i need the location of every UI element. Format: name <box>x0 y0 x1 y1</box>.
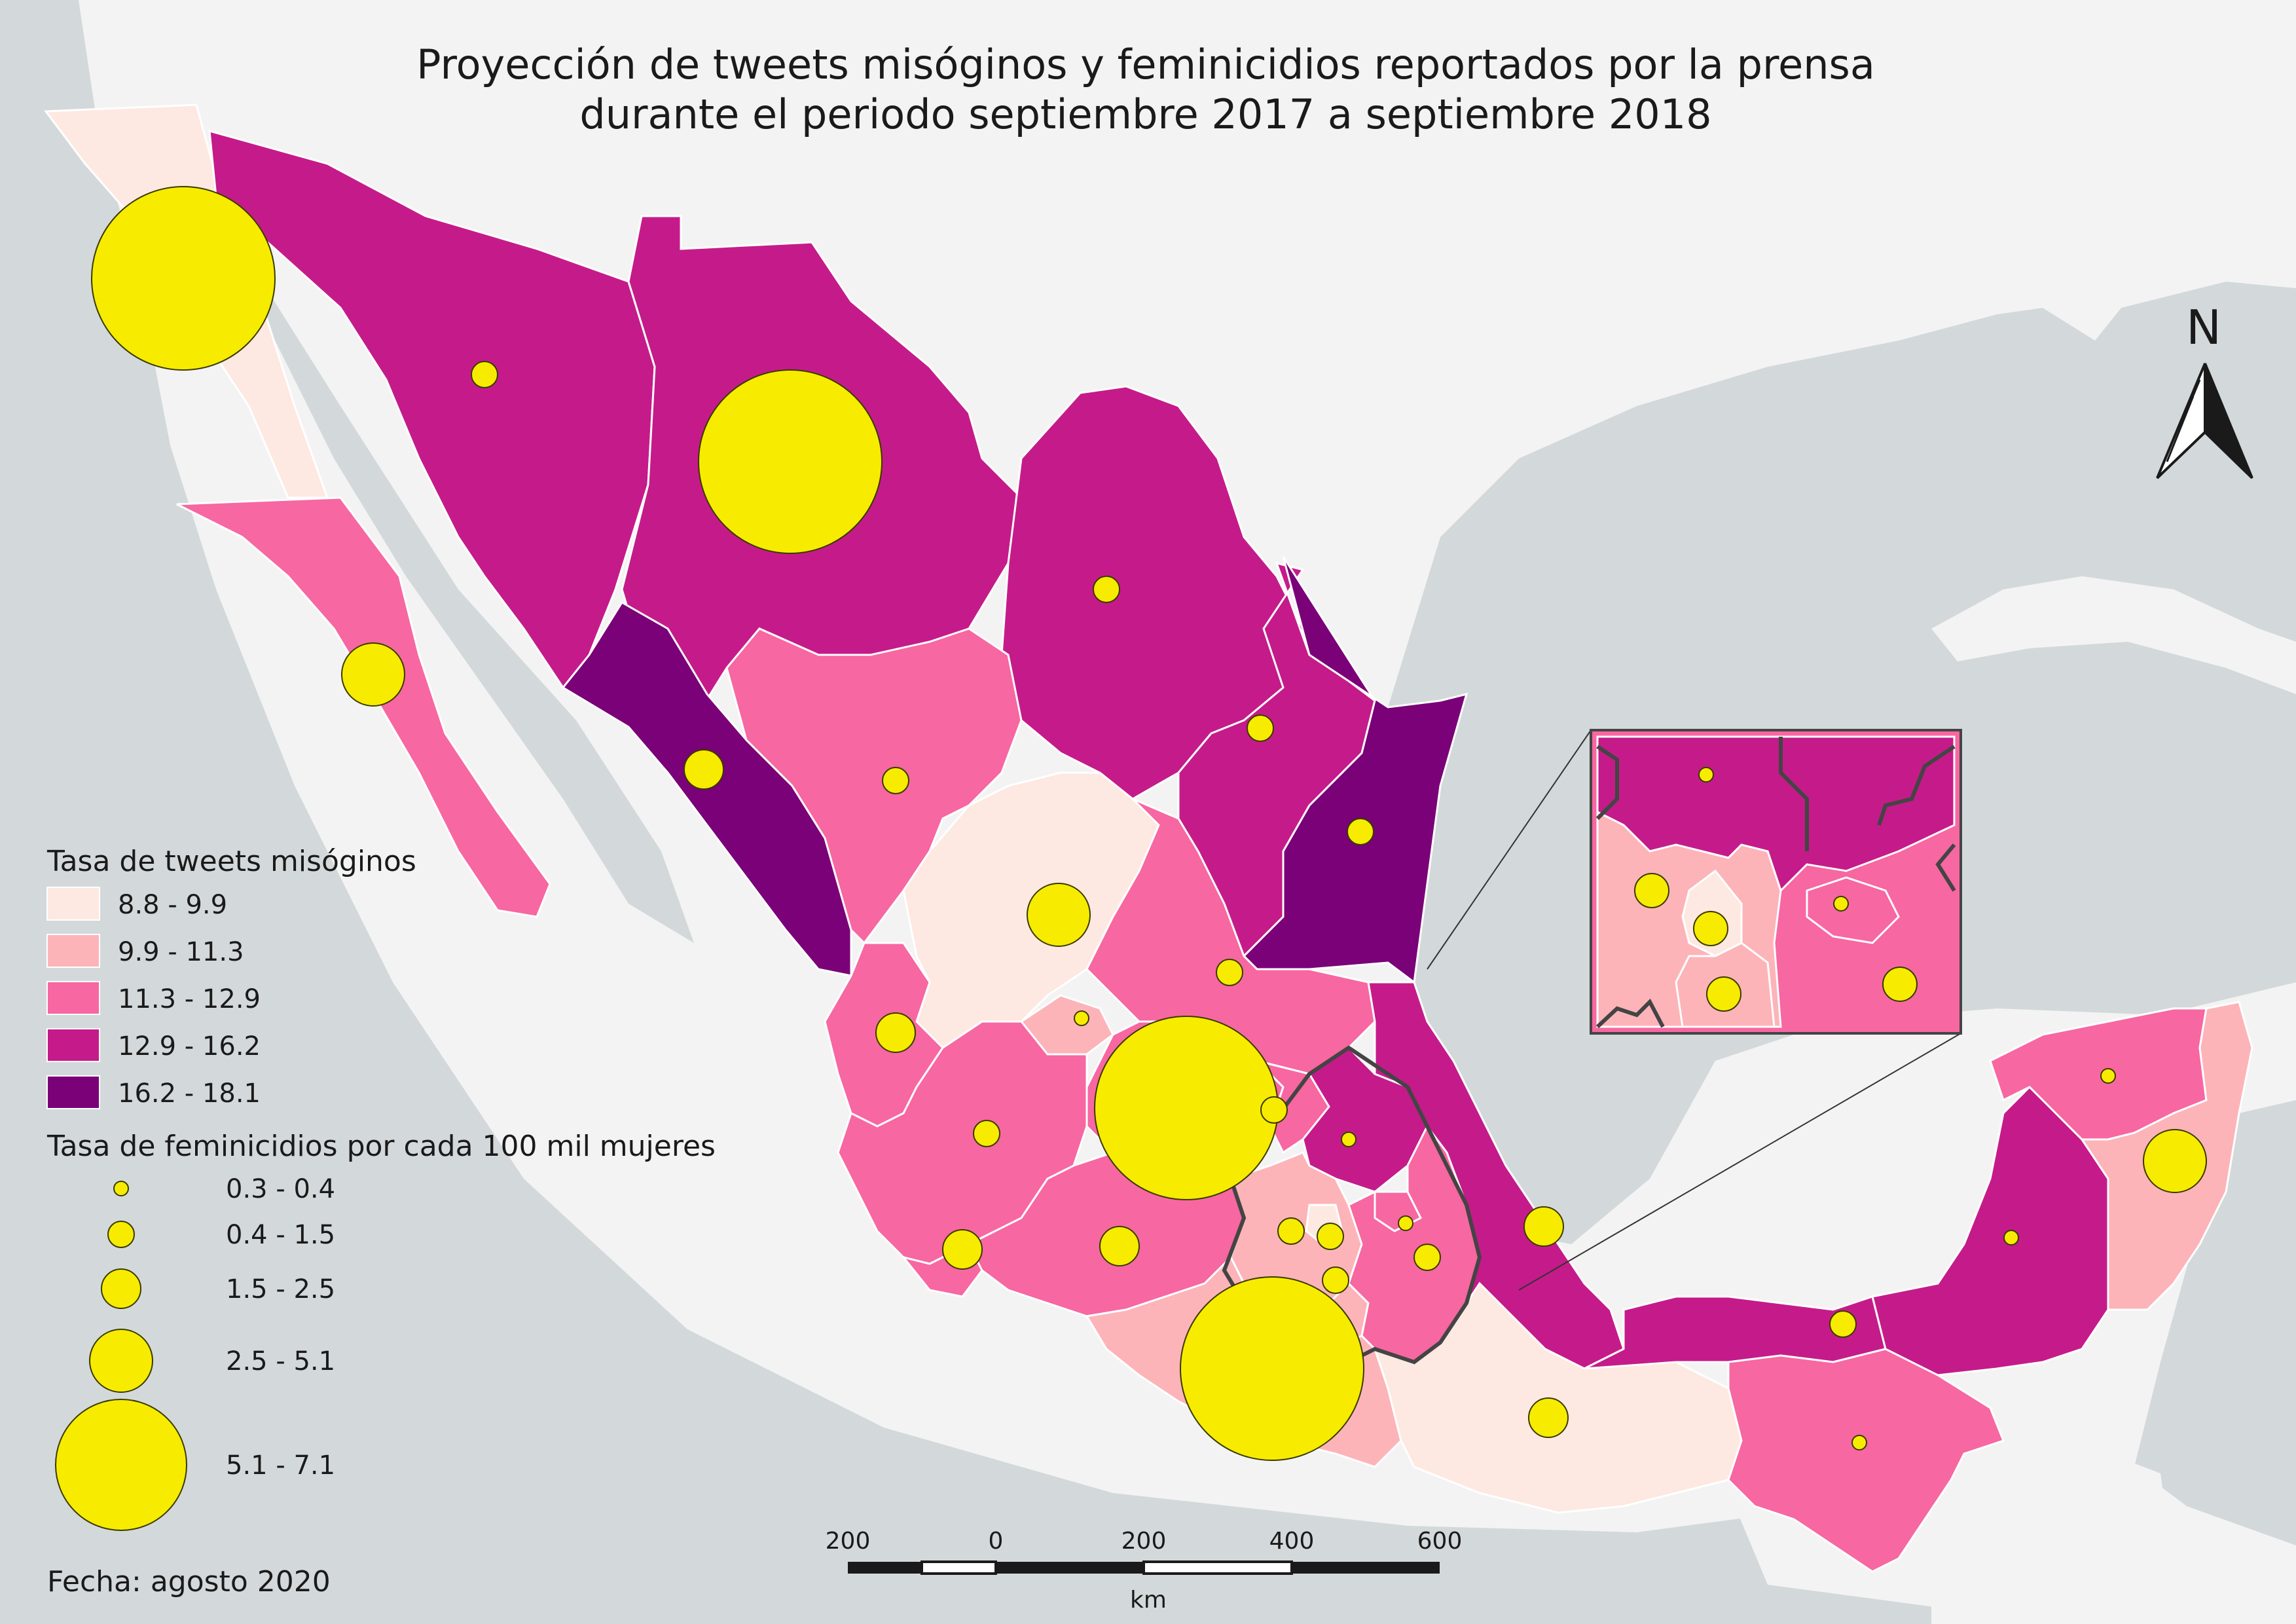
marker-quintana-roo[interactable] <box>2143 1129 2207 1193</box>
marker-guerrero[interactable] <box>1180 1276 1364 1461</box>
inset-markers <box>1634 767 1918 1012</box>
marker-morelos[interactable] <box>1322 1266 1349 1294</box>
marker-sinaloa[interactable] <box>683 749 724 790</box>
usa-land <box>79 0 2296 707</box>
north-arrow-hatch <box>2166 379 2201 462</box>
legend-tweets-label-4: 12.9 - 16.2 <box>118 1031 261 1061</box>
scale-tick-label-5: 600 <box>1417 1528 1463 1555</box>
marker-colima[interactable] <box>942 1229 983 1270</box>
inset-leader-line-bottom <box>1518 1033 1961 1291</box>
scale-segment-1 <box>848 1562 922 1574</box>
scale-segment-5 <box>1292 1562 1440 1574</box>
north-arrow-icon-dark <box>2204 363 2253 479</box>
legend-tweets-title: Tasa de tweets misóginos <box>46 845 416 878</box>
scale-tick-label-1: 200 <box>826 1528 871 1555</box>
legend-tweets-label-1: 8.8 - 9.9 <box>118 890 227 920</box>
inset-leader-line-top <box>1427 729 1592 970</box>
marker-aguascalientes[interactable] <box>1074 1010 1089 1026</box>
legend-tweets-swatch-2 <box>46 934 100 968</box>
legend-feminicides-label-2: 0.4 - 1.5 <box>226 1220 335 1250</box>
legend-tweets-label-3: 11.3 - 12.9 <box>118 984 261 1014</box>
legend-feminicides-label-1: 0.3 - 0.4 <box>226 1174 335 1204</box>
pacific-ocean <box>0 0 1931 1624</box>
marker-tabasco[interactable] <box>1829 1310 1857 1338</box>
inset-marker-hidalgo[interactable] <box>1698 767 1714 783</box>
scale-tick-label-2: 0 <box>989 1528 1004 1555</box>
legend-feminicides-label-3: 1.5 - 2.5 <box>226 1274 335 1304</box>
marker-durango[interactable] <box>882 767 909 794</box>
north-arrow: N <box>2156 300 2253 479</box>
marker-queretaro[interactable] <box>1260 1096 1288 1124</box>
marker-guanajuato[interactable] <box>1094 1016 1279 1200</box>
legend-feminicides-circle-3 <box>101 1268 141 1309</box>
inset-borders <box>1595 737 1956 1029</box>
legend-tweets-swatch-4 <box>46 1028 100 1062</box>
legend-feminicides-circle-4 <box>89 1329 153 1393</box>
legend-feminicides-label-5: 5.1 - 7.1 <box>226 1450 335 1481</box>
legend-feminicides-title: Tasa de feminicidios por cada 100 mil mu… <box>46 1130 716 1163</box>
inset-marker-puebla[interactable] <box>1882 967 1918 1002</box>
scale-bar: 200 0 200 400 600 km <box>826 1528 1463 1614</box>
marker-puebla[interactable] <box>1413 1244 1441 1271</box>
marker-zacatecas[interactable] <box>1027 883 1091 947</box>
scale-segment-4 <box>1142 1560 1293 1575</box>
marker-nuevo-leon[interactable] <box>1247 714 1274 742</box>
state-hidalgo[interactable] <box>1302 1046 1429 1193</box>
state-jalisco[interactable] <box>837 1020 1088 1265</box>
marker-baja-california[interactable] <box>91 186 276 371</box>
scale-unit: km <box>1130 1587 1167 1614</box>
marker-nayarit[interactable] <box>875 1012 916 1053</box>
marker-coahuila[interactable] <box>1093 576 1120 603</box>
inset-marker-mexico[interactable] <box>1634 873 1669 908</box>
marker-mexico[interactable] <box>1277 1217 1305 1245</box>
scale-segment-2 <box>920 1560 997 1575</box>
legend-feminicides-label-4: 2.5 - 5.1 <box>226 1346 335 1376</box>
marker-oaxaca[interactable] <box>1528 1397 1569 1438</box>
legend-tweets-label-2: 9.9 - 11.3 <box>118 937 244 967</box>
marker-michoacan[interactable] <box>1099 1226 1140 1266</box>
scale-segment-3 <box>996 1562 1144 1574</box>
north-label: N <box>2186 300 2221 355</box>
legend-tweets-swatch-5 <box>46 1075 100 1109</box>
feminicide-markers <box>91 186 2207 1461</box>
marker-chiapas[interactable] <box>1851 1435 1867 1450</box>
legend-feminicides-circle-2 <box>107 1221 135 1248</box>
marker-cdmx[interactable] <box>1317 1223 1344 1250</box>
inset-map <box>1427 729 1962 1291</box>
legend-tweets-label-5: 16.2 - 18.1 <box>118 1079 261 1109</box>
marker-sonora[interactable] <box>471 361 498 388</box>
map-date: Fecha: agosto 2020 <box>47 1565 331 1598</box>
scale-tick-label-4: 400 <box>1269 1528 1315 1555</box>
state-tamaulipas[interactable] <box>1242 556 1468 984</box>
state-baja-california-sur[interactable] <box>176 496 551 918</box>
legend-feminicides-circle-5 <box>55 1399 187 1531</box>
legend-feminicides-circle-1 <box>113 1181 129 1196</box>
marker-jalisco[interactable] <box>973 1120 1000 1147</box>
map-title-line-1: Proyección de tweets misóginos y feminic… <box>416 41 1875 88</box>
inset-tlaxcala <box>1806 876 1900 944</box>
marker-tlaxcala[interactable] <box>1398 1215 1413 1231</box>
marker-veracruz[interactable] <box>1523 1206 1564 1247</box>
marker-tamaulipas[interactable] <box>1347 818 1374 845</box>
legend-tweets-swatch-1 <box>46 887 100 921</box>
inset-marker-morelos[interactable] <box>1706 976 1741 1012</box>
marker-san-luis-potosi[interactable] <box>1216 959 1243 986</box>
marker-hidalgo[interactable] <box>1341 1132 1357 1147</box>
marker-baja-california-sur[interactable] <box>341 642 405 707</box>
caribbean-sea <box>2134 1100 2296 1545</box>
gulf-of-california <box>131 157 694 943</box>
marker-campeche[interactable] <box>2003 1230 2019 1246</box>
state-chiapas[interactable] <box>1727 1348 2005 1573</box>
legend-tweets-swatch-3 <box>46 981 100 1015</box>
legend-tweets: Tasa de tweets misóginos 8.8 - 9.9 9.9 - … <box>46 845 416 1109</box>
scale-tick-label-3: 200 <box>1121 1528 1167 1555</box>
marker-yucatan[interactable] <box>2100 1068 2116 1084</box>
inset-marker-tlaxcala[interactable] <box>1833 896 1849 912</box>
cuba-land <box>1931 576 2296 694</box>
marker-chihuahua[interactable] <box>698 369 883 554</box>
legend-feminicides: Tasa de feminicidios por cada 100 mil mu… <box>46 1130 716 1531</box>
map-title-line-2: durante el periodo septiembre 2017 a sep… <box>579 90 1711 138</box>
inset-marker-cdmx[interactable] <box>1693 911 1728 946</box>
